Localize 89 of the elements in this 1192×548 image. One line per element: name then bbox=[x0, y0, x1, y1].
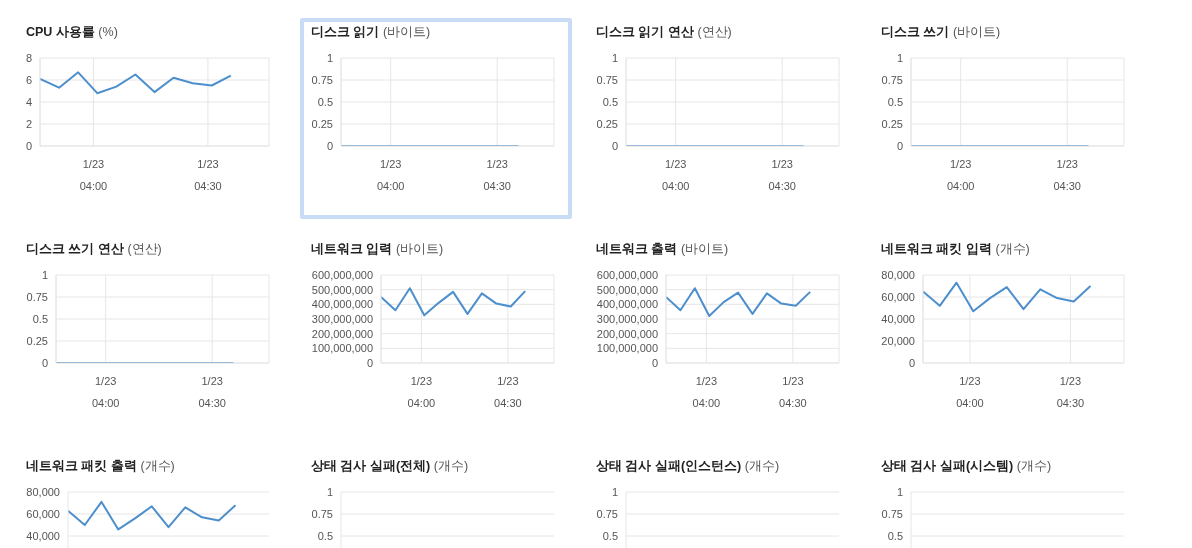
y-tick-label: 1 bbox=[896, 485, 903, 498]
chart-title: CPU 사용률 (%) bbox=[26, 25, 118, 39]
y-tick-label: 600,000,000 bbox=[596, 268, 658, 281]
y-tick-label: 1 bbox=[326, 51, 333, 64]
y-tick-label: 0.25 bbox=[26, 334, 48, 347]
y-tick-label: 0.5 bbox=[602, 529, 618, 542]
y-tick-label: 1 bbox=[896, 51, 903, 64]
y-tick-label: 0.5 bbox=[317, 95, 333, 108]
x-tick-label: 1/23 04:00 bbox=[91, 375, 120, 409]
x-tick-label: 1/23 04:00 bbox=[79, 158, 108, 192]
y-tick-label: 200,000,000 bbox=[596, 327, 658, 340]
y-tick-label: 2 bbox=[25, 117, 32, 130]
y-tick-label: 400,000,000 bbox=[311, 298, 373, 311]
y-tick-label: 0 bbox=[326, 139, 333, 152]
y-tick-label: 40,000 bbox=[881, 312, 915, 325]
y-tick-label: 600,000,000 bbox=[311, 268, 373, 281]
y-tick-label: 0.5 bbox=[887, 95, 903, 108]
x-tick-label: 1/23 04:30 bbox=[494, 375, 522, 409]
x-tick-label: 1/23 04:00 bbox=[376, 158, 405, 192]
y-tick-label: 0 bbox=[25, 139, 32, 152]
y-tick-label: 500,000,000 bbox=[596, 283, 658, 296]
chart-title: 네트워크 입력 (바이트) bbox=[311, 242, 444, 256]
y-tick-label: 1 bbox=[326, 485, 333, 498]
chart-title: 네트워크 패킷 입력 (개수) bbox=[881, 242, 1030, 256]
y-tick-label: 0.5 bbox=[32, 312, 48, 325]
y-tick-label: 60,000 bbox=[881, 290, 915, 303]
line-series bbox=[666, 287, 812, 318]
y-tick-label: 200,000,000 bbox=[311, 327, 373, 340]
y-tick-label: 0.75 bbox=[311, 507, 333, 520]
chart-title: 디스크 읽기 연산 (연산) bbox=[596, 25, 732, 39]
y-tick-label: 0 bbox=[41, 356, 48, 369]
y-tick-label: 0.5 bbox=[887, 529, 903, 542]
y-tick-label: 0.75 bbox=[26, 290, 48, 303]
y-tick-label: 0.75 bbox=[311, 73, 333, 86]
chart-title: 디스크 쓰기 연산 (연산) bbox=[26, 242, 162, 256]
line-series bbox=[40, 71, 232, 95]
x-tick-label: 1/23 04:00 bbox=[956, 375, 984, 409]
y-tick-label: 60,000 bbox=[26, 507, 60, 520]
y-tick-label: 40,000 bbox=[26, 529, 60, 542]
y-tick-label: 1 bbox=[611, 51, 618, 64]
y-tick-label: 1 bbox=[41, 268, 48, 281]
x-tick-label: 1/23 04:00 bbox=[661, 158, 690, 192]
y-tick-label: 80,000 bbox=[26, 485, 60, 498]
y-tick-label: 0.5 bbox=[602, 95, 618, 108]
x-tick-label: 1/23 04:30 bbox=[483, 158, 511, 192]
y-tick-label: 100,000,000 bbox=[596, 342, 658, 355]
y-tick-label: 0.5 bbox=[317, 529, 333, 542]
y-tick-label: 1 bbox=[611, 485, 618, 498]
y-tick-label: 0 bbox=[651, 356, 658, 369]
line-series bbox=[68, 500, 237, 531]
y-tick-label: 300,000,000 bbox=[596, 312, 658, 325]
line-series bbox=[923, 281, 1092, 313]
y-tick-label: 8 bbox=[25, 51, 32, 64]
chart-title: 네트워크 패킷 출력 (개수) bbox=[26, 459, 175, 473]
y-tick-label: 0.75 bbox=[881, 73, 903, 86]
y-tick-label: 300,000,000 bbox=[311, 312, 373, 325]
x-tick-label: 1/23 04:30 bbox=[768, 158, 796, 192]
y-tick-label: 400,000,000 bbox=[596, 298, 658, 311]
y-tick-label: 0.25 bbox=[596, 117, 618, 130]
y-tick-label: 0.25 bbox=[881, 117, 903, 130]
chart-title: 네트워크 출력 (바이트) bbox=[596, 242, 729, 256]
chart-title: 상태 검사 실패(인스턴스) (개수) bbox=[596, 459, 780, 473]
y-tick-label: 500,000,000 bbox=[311, 283, 373, 296]
y-tick-label: 0 bbox=[611, 139, 618, 152]
x-tick-label: 1/23 04:30 bbox=[1056, 375, 1085, 409]
chart-title: 상태 검사 실패(전체) (개수) bbox=[311, 459, 469, 473]
y-tick-label: 4 bbox=[25, 95, 32, 108]
y-tick-label: 0 bbox=[896, 139, 903, 152]
x-tick-label: 1/23 04:30 bbox=[1053, 158, 1081, 192]
x-tick-label: 1/23 04:00 bbox=[692, 375, 721, 409]
x-tick-label: 1/23 04:00 bbox=[407, 375, 436, 409]
y-tick-label: 0.75 bbox=[596, 73, 618, 86]
y-tick-label: 6 bbox=[25, 73, 32, 86]
chart-title: 상태 검사 실패(시스템) (개수) bbox=[881, 459, 1052, 473]
chart-title: 디스크 읽기 (바이트) bbox=[311, 25, 431, 39]
y-tick-label: 0.25 bbox=[311, 117, 333, 130]
y-tick-label: 80,000 bbox=[881, 268, 915, 281]
y-tick-label: 20,000 bbox=[881, 334, 915, 347]
y-tick-label: 0.75 bbox=[881, 507, 903, 520]
x-tick-label: 1/23 04:00 bbox=[946, 158, 975, 192]
y-tick-label: 0 bbox=[908, 356, 915, 369]
chart-title: 디스크 쓰기 (바이트) bbox=[881, 25, 1001, 39]
line-series bbox=[381, 287, 527, 317]
y-tick-label: 100,000,000 bbox=[311, 342, 373, 355]
x-tick-label: 1/23 04:30 bbox=[779, 375, 807, 409]
x-tick-label: 1/23 04:30 bbox=[194, 158, 222, 192]
x-tick-label: 1/23 04:30 bbox=[198, 375, 226, 409]
y-tick-label: 0.75 bbox=[596, 507, 618, 520]
y-tick-label: 0 bbox=[366, 356, 373, 369]
